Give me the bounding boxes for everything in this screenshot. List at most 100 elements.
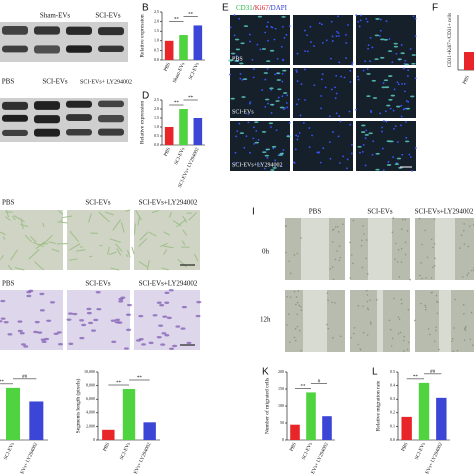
nucleus [235, 55, 238, 57]
nucleus [381, 130, 383, 133]
wound-gap [377, 290, 383, 352]
nucleus [295, 69, 298, 72]
nucleus [405, 136, 408, 139]
blot-band [34, 45, 60, 54]
cell [435, 326, 437, 328]
y-tick-label: 0.5 [154, 133, 159, 138]
cell [0, 317, 6, 320]
cell [374, 34, 380, 37]
cell [57, 342, 63, 346]
cell [403, 350, 405, 352]
bar [306, 392, 316, 440]
stain: DAPI [271, 4, 288, 12]
nucleus [388, 38, 391, 40]
tube [69, 230, 80, 243]
cell [286, 296, 288, 298]
nucleus [294, 148, 297, 151]
stain: / [269, 4, 271, 12]
cell [407, 308, 410, 311]
cell [404, 218, 407, 221]
y-tick-label: 200 [278, 369, 284, 374]
nucleus [285, 33, 288, 36]
cell [296, 325, 299, 328]
cell [164, 334, 170, 337]
cell [360, 131, 366, 133]
cell [141, 343, 147, 346]
nucleus [404, 107, 407, 110]
y-tick-label: 2.5 [154, 9, 159, 14]
cell [349, 277, 352, 279]
nucleus [379, 18, 382, 21]
cell [424, 304, 427, 307]
micrograph [67, 210, 130, 270]
nucleus [303, 68, 306, 71]
cell [389, 328, 392, 331]
cell [326, 292, 329, 294]
nucleus [229, 26, 232, 29]
nucleus [274, 73, 276, 76]
cell [434, 257, 436, 260]
tube [172, 220, 182, 227]
tube [148, 231, 157, 237]
nucleus [330, 57, 332, 60]
nucleus [277, 96, 280, 99]
cell [37, 331, 43, 334]
cell [362, 225, 364, 227]
tube [0, 231, 6, 236]
blot-band [98, 100, 124, 108]
tube [10, 249, 18, 261]
tube [169, 211, 172, 218]
row-label: 12h [260, 316, 271, 324]
nucleus [367, 47, 370, 50]
tube [108, 251, 117, 256]
cell [469, 338, 472, 341]
stain: CD31 [236, 4, 253, 12]
cell [285, 251, 287, 254]
nucleus [330, 88, 333, 91]
cell [275, 100, 280, 102]
nucleus [264, 78, 267, 81]
cell [430, 238, 433, 241]
cell [352, 332, 355, 335]
lane-label: PBS [2, 78, 15, 86]
bar [164, 40, 174, 60]
y-tick-label: 100 [278, 403, 284, 408]
nucleus [400, 115, 403, 118]
cell [470, 269, 473, 272]
nucleus [281, 80, 284, 83]
nucleus [281, 95, 284, 98]
cell [33, 330, 39, 334]
axis-label: Relative expression [139, 14, 145, 57]
cell [284, 225, 287, 228]
cell [289, 296, 292, 298]
nucleus [382, 82, 385, 84]
nucleus [351, 143, 353, 146]
cell [419, 302, 422, 305]
cell [352, 219, 355, 222]
column-label: SCI-EVs [367, 208, 393, 216]
nucleus [395, 52, 398, 55]
cell [388, 75, 393, 77]
nucleus [405, 100, 408, 102]
cell [433, 264, 436, 267]
cell [239, 132, 245, 135]
cell [152, 314, 158, 317]
cell [436, 312, 439, 315]
bar [193, 118, 203, 145]
cell [50, 301, 56, 304]
cell [234, 60, 239, 62]
cell [404, 63, 409, 66]
nucleus [238, 122, 241, 125]
cell [362, 305, 364, 308]
nucleus [330, 20, 333, 23]
cell [432, 246, 434, 249]
blot-band [2, 45, 28, 53]
cell [261, 48, 267, 50]
nucleus [252, 126, 255, 129]
tube [7, 264, 13, 271]
nucleus [288, 121, 291, 124]
tube [42, 222, 45, 228]
cell [110, 319, 116, 322]
cell [264, 154, 270, 157]
tube [13, 215, 25, 223]
